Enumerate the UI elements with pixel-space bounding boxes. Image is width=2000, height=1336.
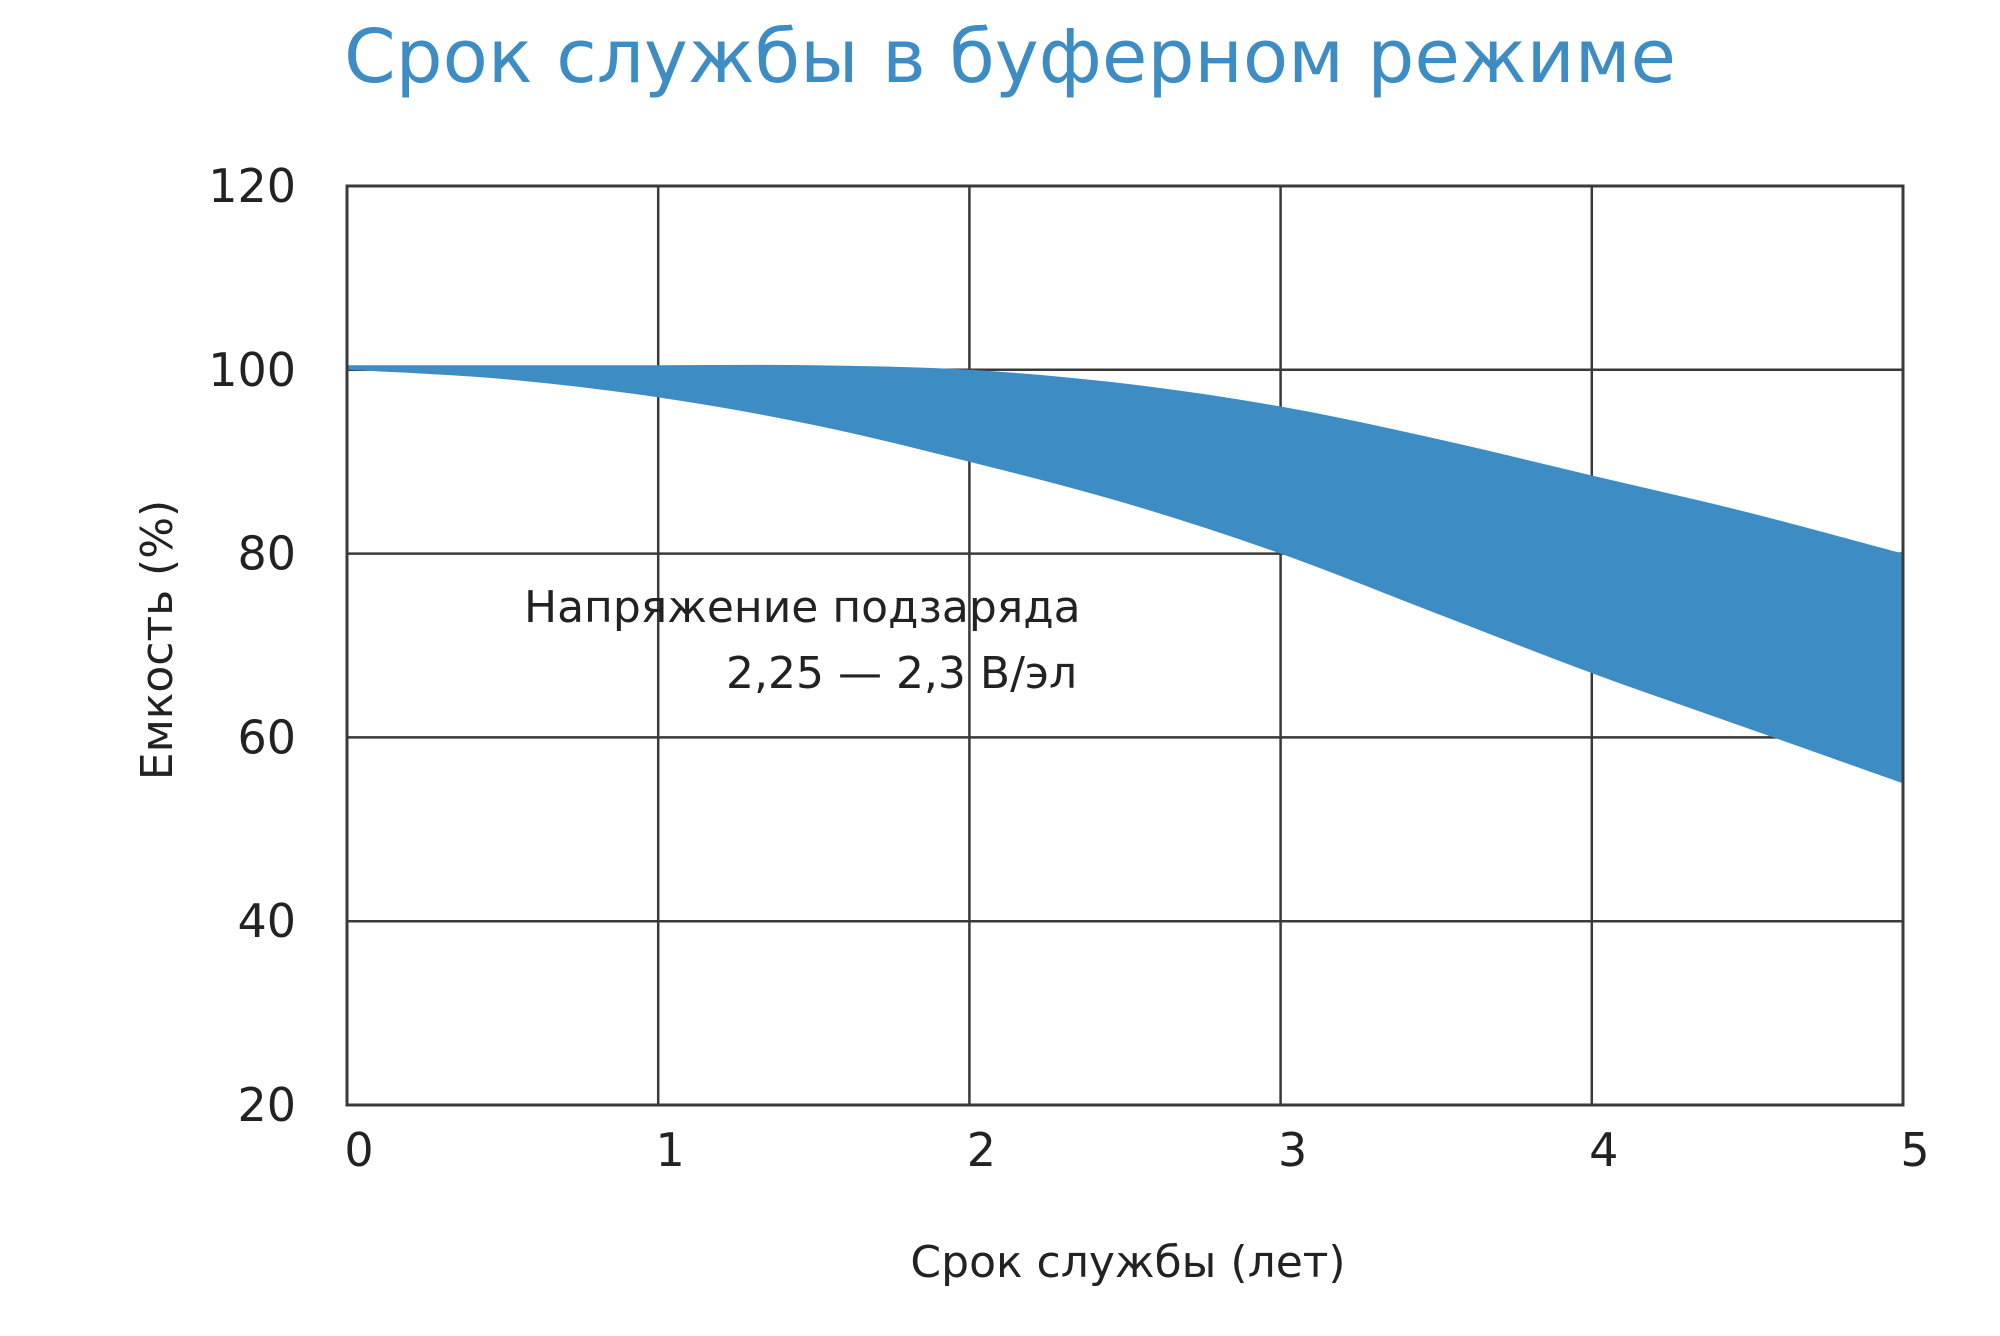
- y-tick-label: 40: [237, 894, 296, 948]
- x-axis-label: Срок службы (лет): [910, 1237, 1345, 1288]
- y-tick-label: 80: [237, 527, 296, 581]
- x-tick-label: 2: [967, 1123, 996, 1177]
- capacity-band: [347, 364, 1903, 784]
- x-tick-label: 4: [1589, 1123, 1618, 1177]
- x-tick-label: 3: [1278, 1123, 1307, 1177]
- y-tick-label: 60: [237, 710, 296, 764]
- annotation-line-2: 2,25 — 2,3 В/эл: [726, 648, 1077, 699]
- x-tick-label: 0: [344, 1123, 373, 1177]
- chart-title: Срок службы в буферном режиме: [344, 14, 1676, 100]
- x-tick-label: 1: [656, 1123, 685, 1177]
- y-tick-label: 100: [208, 343, 296, 397]
- y-tick-label: 120: [208, 159, 296, 213]
- x-tick-label: 5: [1900, 1123, 1929, 1177]
- y-tick-label: 20: [237, 1078, 296, 1132]
- y-axis-label: Емкость (%): [132, 500, 183, 780]
- plot-frame: [345, 184, 1905, 1107]
- annotation-line-1: Напряжение подзаряда: [524, 582, 1081, 633]
